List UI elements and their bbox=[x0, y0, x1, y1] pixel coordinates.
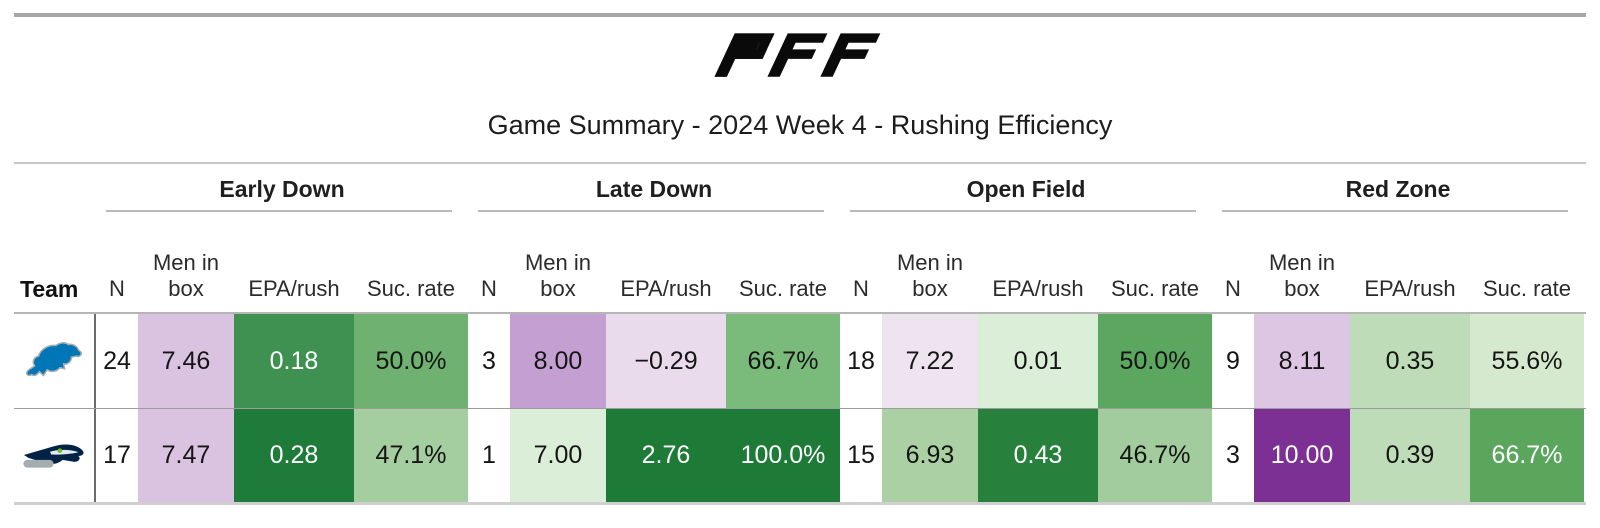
cell-open-epa-rush: 0.43 bbox=[978, 409, 1098, 502]
column-header-men-in-box: Men in box bbox=[138, 250, 234, 302]
group-title: Red Zone bbox=[1345, 176, 1451, 202]
cell-redzone-men-in-box: 8.11 bbox=[1254, 314, 1350, 408]
group-header-red-zone: Red Zone bbox=[1212, 174, 1584, 212]
men-in-box-line1: Men in bbox=[896, 250, 964, 275]
men-in-box-line2: box bbox=[168, 276, 204, 301]
cell-open-men-in-box: 7.22 bbox=[882, 314, 978, 408]
cell-open-epa-rush: 0.01 bbox=[978, 314, 1098, 408]
column-header-n: N bbox=[1225, 276, 1241, 301]
page-title: Game Summary - 2024 Week 4 - Rushing Eff… bbox=[487, 110, 1113, 140]
group-title: Early Down bbox=[219, 176, 345, 202]
cell-early-n: 17 bbox=[96, 409, 138, 502]
cell-late-men-in-box: 8.00 bbox=[510, 314, 606, 408]
group-header-late-down: Late Down bbox=[468, 174, 840, 212]
title-divider bbox=[14, 162, 1586, 164]
column-header-epa-rush: EPA/rush bbox=[1364, 276, 1456, 301]
cell-open-n: 15 bbox=[840, 409, 882, 502]
group-underline bbox=[106, 210, 452, 212]
cell-late-epa-rush: 2.76 bbox=[606, 409, 726, 502]
cell-late-men-in-box: 7.00 bbox=[510, 409, 606, 502]
column-header-suc-rate: Suc. rate bbox=[366, 276, 456, 301]
column-header-epa-rush: EPA/rush bbox=[620, 276, 712, 301]
cell-redzone-epa-rush: 0.35 bbox=[1350, 314, 1470, 408]
cell-early-men-in-box: 7.46 bbox=[138, 314, 234, 408]
men-in-box-line1: Men in bbox=[152, 250, 220, 275]
men-in-box-line1: Men in bbox=[524, 250, 592, 275]
column-header-n: N bbox=[853, 276, 869, 301]
cell-early-suc-rate: 50.0% bbox=[354, 314, 468, 408]
men-in-box-line1: Men in bbox=[1268, 250, 1336, 275]
men-in-box-line2: box bbox=[540, 276, 576, 301]
cell-early-men-in-box: 7.47 bbox=[138, 409, 234, 502]
table-column-header-row: Team N Men in box EPA/rush Suc. rate N Me… bbox=[14, 212, 1586, 312]
team-cell-lions bbox=[14, 314, 96, 408]
column-header-epa-rush: EPA/rush bbox=[248, 276, 340, 301]
cell-late-n: 3 bbox=[468, 314, 510, 408]
seahawks-logo-icon bbox=[23, 443, 84, 468]
team-cell-seahawks bbox=[14, 409, 96, 502]
pff-logo bbox=[0, 30, 1600, 82]
cell-redzone-suc-rate: 66.7% bbox=[1470, 409, 1584, 502]
column-header-n: N bbox=[109, 276, 125, 301]
group-underline bbox=[850, 210, 1196, 212]
column-header-epa-rush: EPA/rush bbox=[992, 276, 1084, 301]
cell-open-n: 18 bbox=[840, 314, 882, 408]
cell-redzone-n: 9 bbox=[1212, 314, 1254, 408]
group-underline bbox=[1222, 210, 1568, 212]
column-header-suc-rate: Suc. rate bbox=[738, 276, 828, 301]
cell-early-n: 24 bbox=[96, 314, 138, 408]
table-row-lions: 24 7.46 0.18 50.0% 3 8.00 −0.29 66.7% 18… bbox=[14, 312, 1586, 408]
cell-redzone-n: 3 bbox=[1212, 409, 1254, 502]
cell-redzone-epa-rush: 0.39 bbox=[1350, 409, 1470, 502]
column-header-suc-rate: Suc. rate bbox=[1482, 276, 1572, 301]
cell-late-suc-rate: 100.0% bbox=[726, 409, 840, 502]
group-title: Late Down bbox=[595, 176, 713, 202]
cell-early-suc-rate: 47.1% bbox=[354, 409, 468, 502]
cell-open-suc-rate: 50.0% bbox=[1098, 314, 1212, 408]
column-header-suc-rate: Suc. rate bbox=[1110, 276, 1200, 301]
top-divider bbox=[14, 13, 1586, 17]
cell-late-suc-rate: 66.7% bbox=[726, 314, 840, 408]
group-header-open-field: Open Field bbox=[840, 174, 1212, 212]
cell-redzone-suc-rate: 55.6% bbox=[1470, 314, 1584, 408]
cell-late-n: 1 bbox=[468, 409, 510, 502]
cell-early-epa-rush: 0.28 bbox=[234, 409, 354, 502]
column-header-n: N bbox=[481, 276, 497, 301]
group-header-spacer bbox=[14, 174, 96, 212]
group-underline bbox=[478, 210, 824, 212]
column-header-men-in-box: Men in box bbox=[510, 250, 606, 302]
table-group-header-row: Early Down Late Down Open Field Red Zone bbox=[14, 174, 1586, 212]
cell-open-men-in-box: 6.93 bbox=[882, 409, 978, 502]
column-header-team: Team bbox=[20, 276, 79, 302]
men-in-box-line2: box bbox=[1284, 276, 1320, 301]
group-title: Open Field bbox=[966, 176, 1086, 202]
cell-early-epa-rush: 0.18 bbox=[234, 314, 354, 408]
pff-logo-icon bbox=[714, 33, 881, 77]
group-header-early-down: Early Down bbox=[96, 174, 468, 212]
table-row-seahawks: 17 7.47 0.28 47.1% 1 7.00 2.76 100.0% 15… bbox=[14, 408, 1586, 505]
cell-redzone-men-in-box: 10.00 bbox=[1254, 409, 1350, 502]
column-header-men-in-box: Men in box bbox=[1254, 250, 1350, 302]
lions-logo-icon bbox=[26, 342, 83, 377]
cell-open-suc-rate: 46.7% bbox=[1098, 409, 1212, 502]
column-header-men-in-box: Men in box bbox=[882, 250, 978, 302]
cell-late-epa-rush: −0.29 bbox=[606, 314, 726, 408]
men-in-box-line2: box bbox=[912, 276, 948, 301]
